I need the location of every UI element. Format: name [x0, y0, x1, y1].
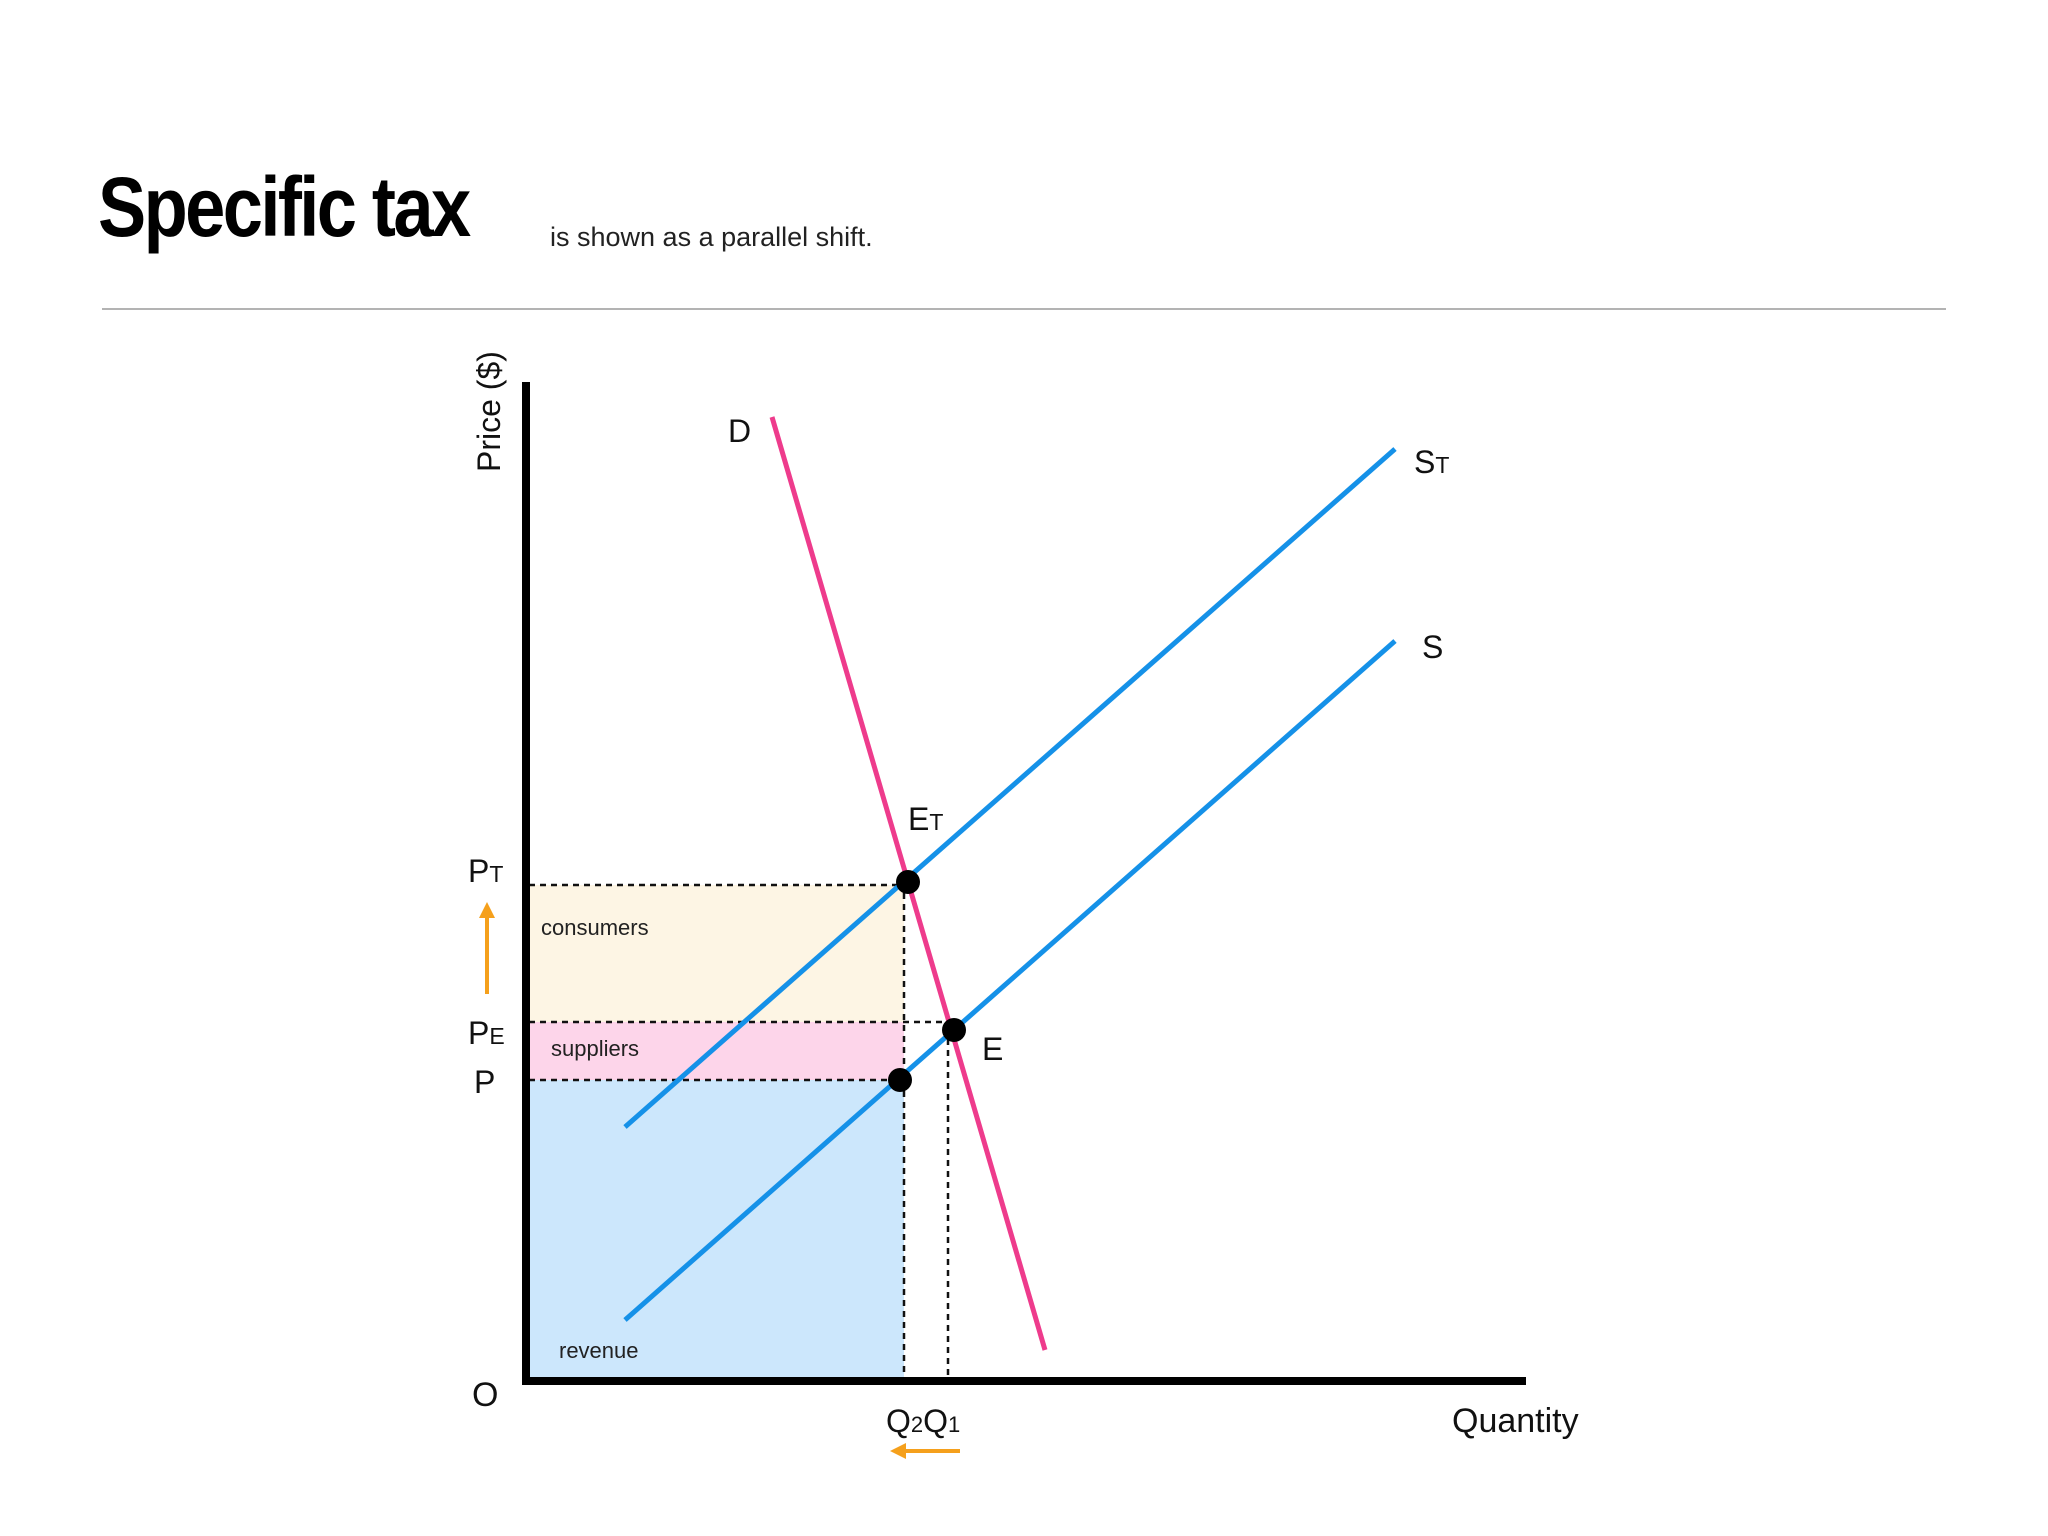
q2-subscript: 2: [911, 1412, 923, 1437]
pt-label: PT: [468, 853, 503, 889]
suppliers-area-label: suppliers: [551, 1036, 639, 1061]
quantity-labels: Q2Q1: [886, 1403, 960, 1439]
supply-curve: [623, 639, 1397, 1322]
demand-label: D: [728, 413, 751, 449]
x-axis-label: Quantity: [1452, 1402, 1579, 1440]
taxed-equilibrium-label: ET: [908, 801, 943, 837]
supply-label: S: [1422, 629, 1443, 665]
supply-taxed-curve: [623, 447, 1397, 1129]
consumers-area: [529, 885, 904, 1022]
equilibrium-point: [942, 1018, 966, 1042]
page-subtitle: is shown as a parallel shift.: [550, 222, 873, 252]
origin-label: O: [472, 1376, 498, 1414]
supply-taxed-label: ST: [1414, 444, 1449, 480]
y-axis-label: Price ($): [471, 351, 507, 472]
taxed-equilibrium-subscript: T: [929, 809, 943, 835]
q2-label: Q: [886, 1403, 911, 1439]
supply-taxed-subscript: T: [1435, 452, 1449, 478]
q1-label: Q: [923, 1403, 948, 1439]
taxed-equilibrium-point: [896, 870, 920, 894]
p-label: P: [474, 1064, 495, 1100]
pe-label: PE: [468, 1015, 505, 1051]
header-divider: [102, 308, 1946, 310]
suppliers-area: [529, 1022, 904, 1080]
revenue-area-label: revenue: [559, 1338, 639, 1363]
q1-subscript: 1: [948, 1412, 960, 1437]
pe-subscript: E: [489, 1023, 504, 1049]
consumers-area-label: consumers: [541, 915, 649, 940]
equilibrium-label: E: [982, 1031, 1003, 1067]
pt-subscript: T: [489, 861, 503, 887]
producer-price-point: [888, 1068, 912, 1092]
page-title: Specific tax: [98, 160, 471, 254]
